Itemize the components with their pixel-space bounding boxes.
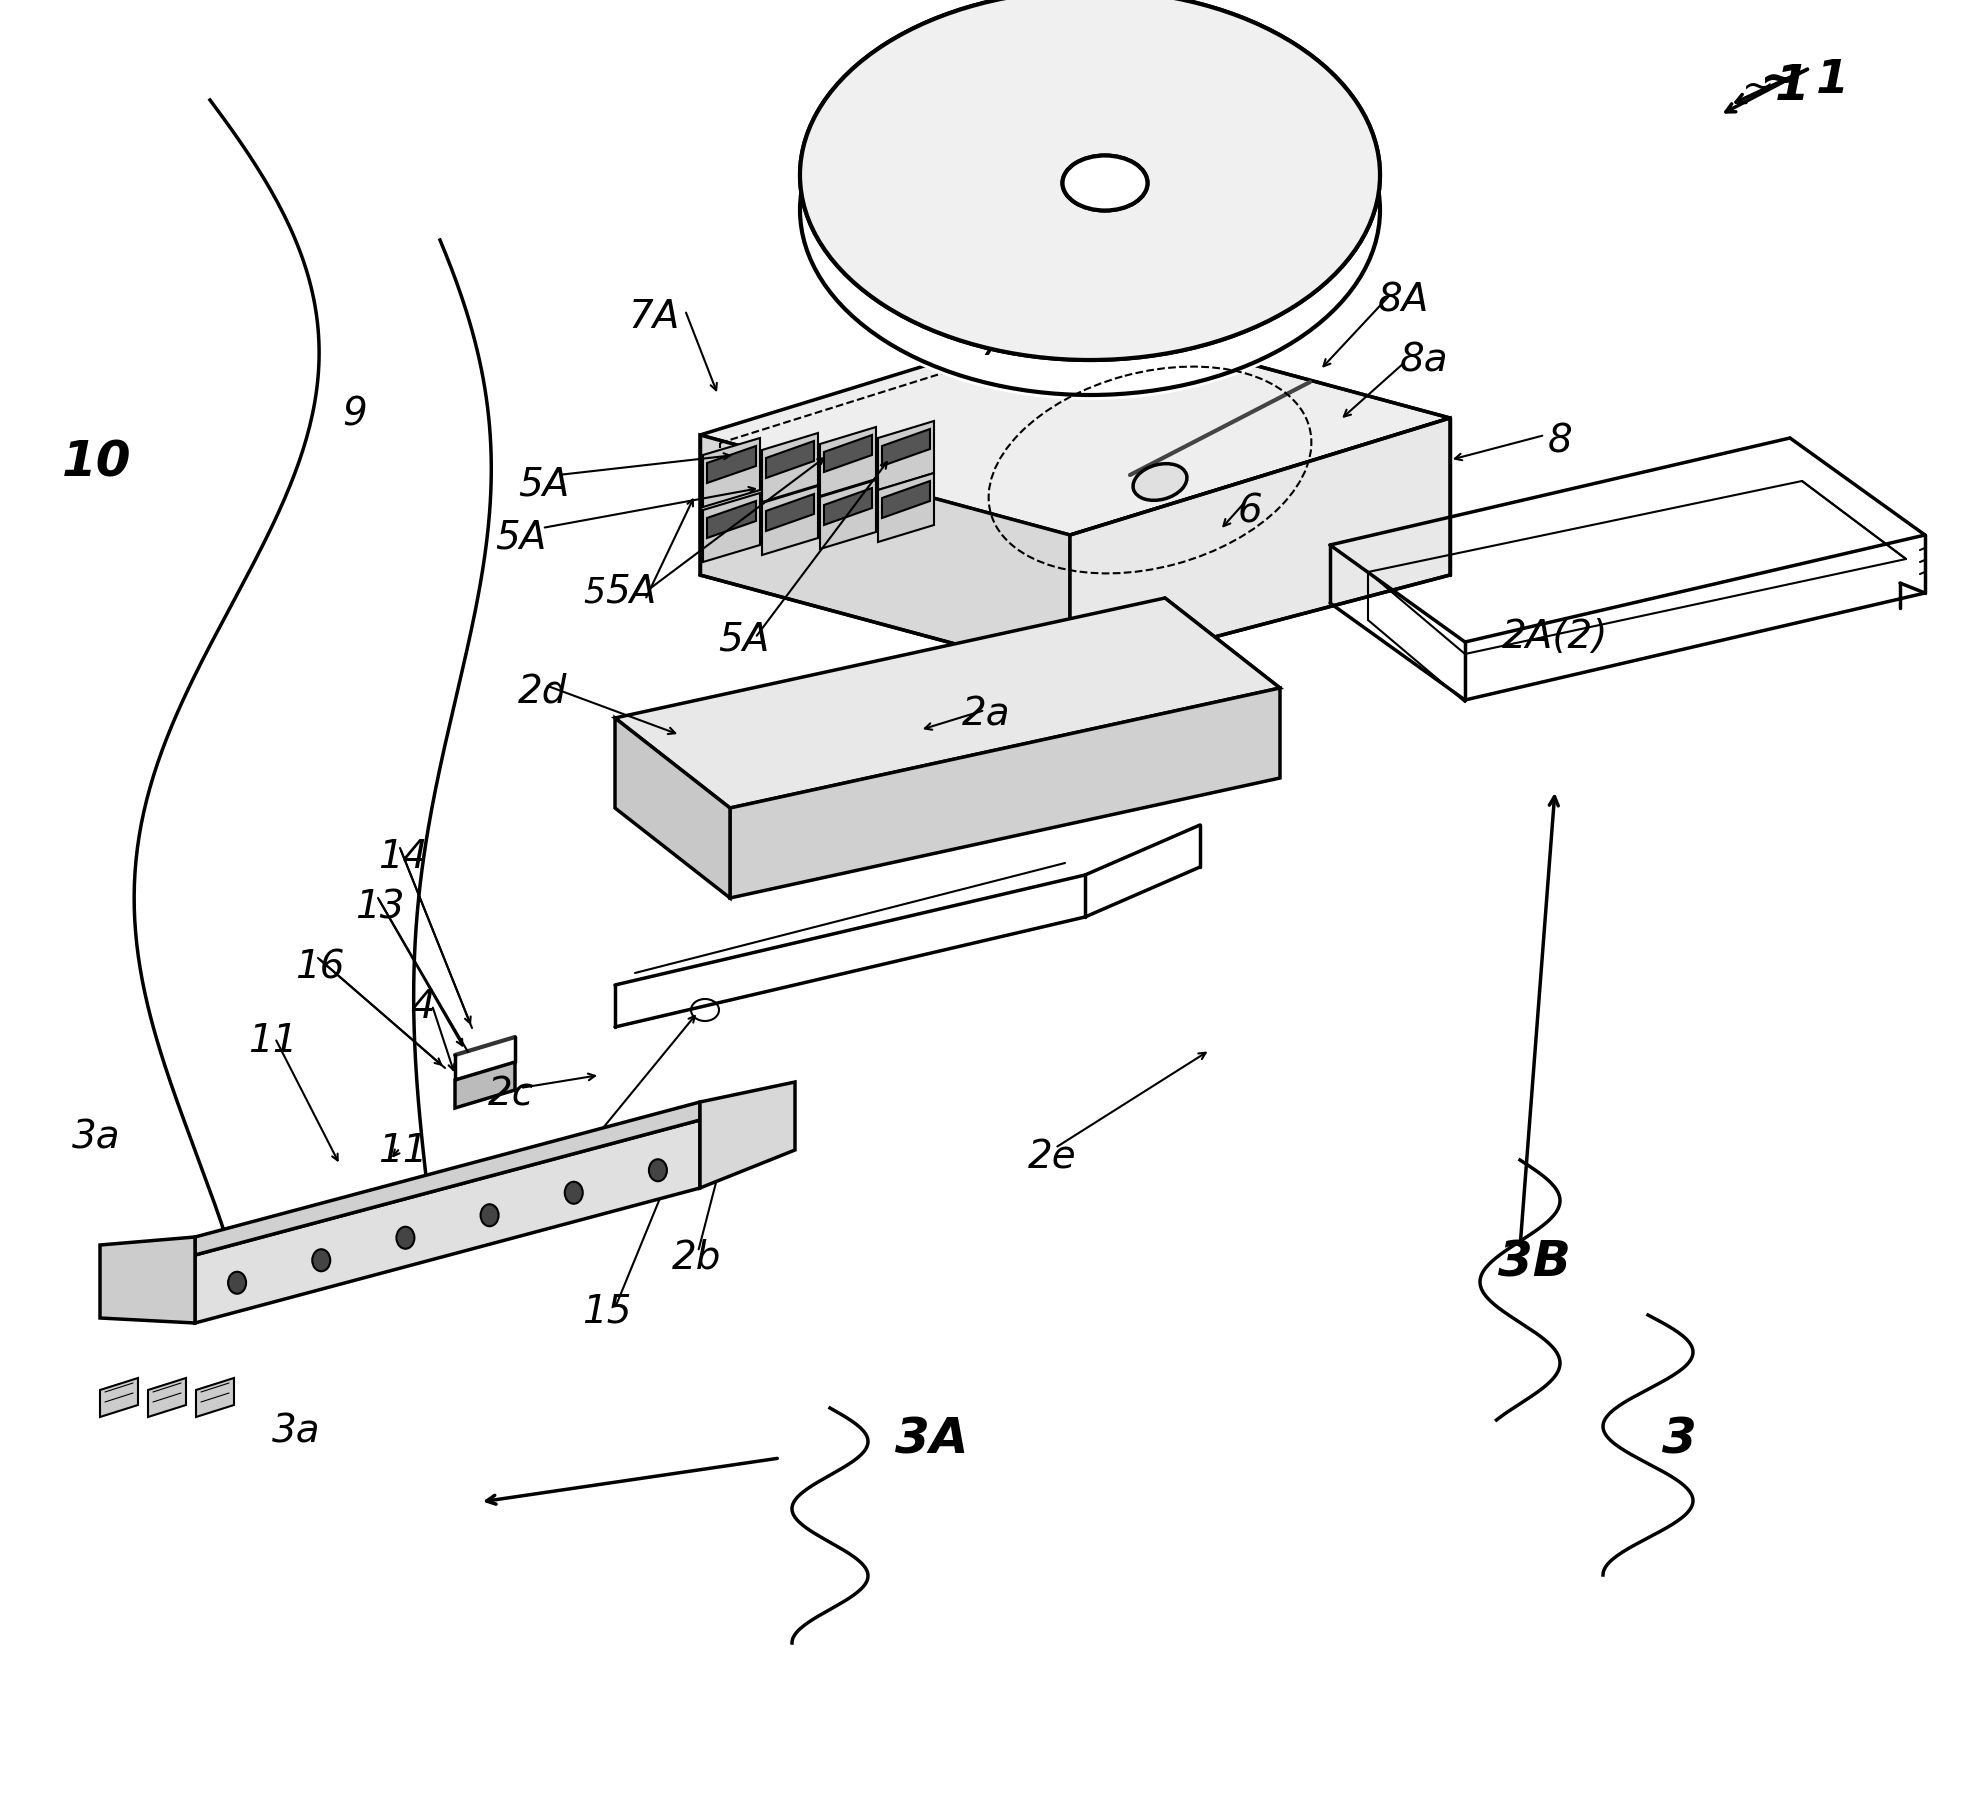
Polygon shape [101, 1378, 138, 1417]
Text: 3B: 3B [1498, 1237, 1571, 1286]
Ellipse shape [229, 1272, 247, 1293]
Polygon shape [101, 1237, 195, 1324]
Polygon shape [702, 493, 760, 562]
Polygon shape [700, 436, 1069, 675]
Text: 4: 4 [410, 989, 434, 1027]
Text: 1a: 1a [906, 276, 953, 313]
Polygon shape [730, 688, 1280, 899]
Polygon shape [821, 427, 876, 495]
Text: 15: 15 [582, 1291, 631, 1329]
Text: 2b: 2b [673, 1237, 722, 1275]
Polygon shape [762, 486, 819, 555]
Polygon shape [1069, 418, 1450, 675]
Text: 2a: 2a [963, 695, 1010, 733]
Ellipse shape [481, 1205, 499, 1226]
Text: 3a: 3a [71, 1118, 120, 1156]
Polygon shape [456, 1063, 515, 1108]
Text: 6: 6 [1237, 492, 1263, 529]
Polygon shape [195, 1120, 700, 1324]
Polygon shape [878, 421, 933, 490]
Polygon shape [1048, 369, 1077, 400]
Ellipse shape [795, 20, 1385, 400]
Text: 8: 8 [1549, 421, 1572, 459]
Text: 3A: 3A [896, 1416, 969, 1462]
Text: 8a: 8a [1401, 342, 1448, 380]
Polygon shape [878, 474, 933, 542]
Text: 1: 1 [1776, 61, 1809, 110]
Text: ~: ~ [1742, 68, 1788, 106]
Text: 14: 14 [379, 837, 428, 875]
Polygon shape [616, 719, 730, 899]
Text: 10: 10 [61, 438, 132, 486]
Text: 13: 13 [355, 888, 404, 926]
Text: 2c: 2c [487, 1075, 535, 1113]
Ellipse shape [649, 1160, 667, 1181]
Text: 2d: 2d [519, 672, 568, 710]
Ellipse shape [799, 0, 1379, 360]
Text: 9: 9 [341, 394, 367, 432]
Ellipse shape [1063, 155, 1148, 211]
Text: 2e: 2e [1028, 1138, 1077, 1176]
Ellipse shape [1063, 155, 1148, 211]
Text: 11: 11 [249, 1021, 298, 1061]
Polygon shape [706, 447, 756, 483]
Polygon shape [195, 1102, 700, 1255]
Polygon shape [821, 481, 876, 549]
Text: 2A(2): 2A(2) [1501, 618, 1608, 656]
Text: 3a: 3a [272, 1412, 322, 1450]
Text: 7: 7 [981, 324, 1004, 364]
Text: 5A: 5A [519, 465, 570, 502]
Polygon shape [766, 493, 815, 531]
Text: 5A: 5A [718, 620, 769, 657]
Ellipse shape [799, 0, 1379, 360]
Polygon shape [700, 1082, 795, 1189]
Polygon shape [616, 598, 1280, 809]
Polygon shape [825, 488, 872, 526]
Polygon shape [882, 429, 929, 466]
Polygon shape [825, 436, 872, 472]
Text: 5A: 5A [606, 573, 657, 611]
Text: 7A: 7A [627, 297, 679, 337]
Polygon shape [700, 319, 1450, 535]
Ellipse shape [564, 1181, 582, 1203]
Polygon shape [195, 1378, 235, 1417]
Text: 5A: 5A [495, 519, 547, 557]
Text: 3: 3 [1661, 1416, 1697, 1462]
Text: 17: 17 [529, 1162, 578, 1199]
Ellipse shape [312, 1250, 329, 1272]
Ellipse shape [397, 1226, 414, 1248]
Text: 16: 16 [296, 947, 345, 985]
Polygon shape [148, 1378, 185, 1417]
Text: ~ 1: ~ 1 [1760, 58, 1849, 103]
Text: 5: 5 [582, 575, 606, 609]
Text: 8A: 8A [1377, 283, 1428, 321]
Ellipse shape [1133, 463, 1188, 501]
Polygon shape [762, 432, 819, 502]
Polygon shape [702, 438, 760, 508]
Text: 1a: 1a [896, 268, 943, 306]
Polygon shape [882, 481, 929, 519]
Text: 11: 11 [379, 1133, 428, 1171]
Polygon shape [766, 441, 815, 477]
Polygon shape [706, 501, 756, 538]
